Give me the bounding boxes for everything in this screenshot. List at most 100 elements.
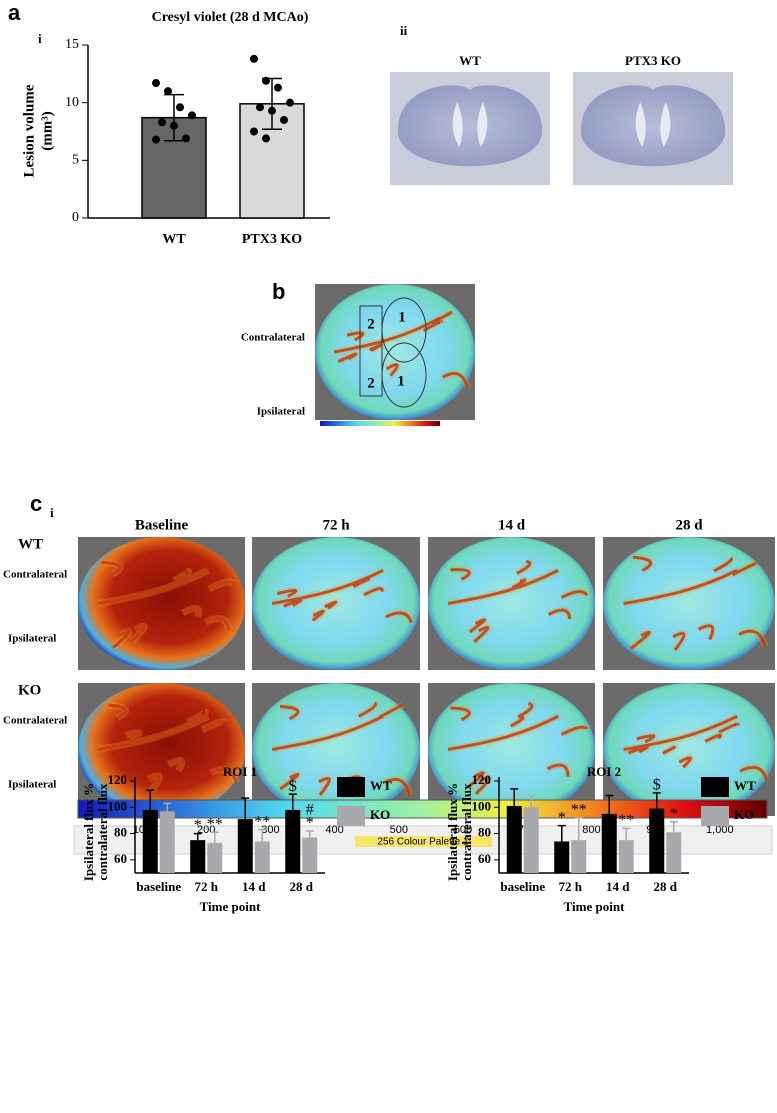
data-point	[152, 79, 160, 88]
side-label: Contralateral	[3, 569, 67, 581]
image-label: WT	[459, 53, 481, 68]
tissue-section	[580, 85, 726, 167]
bar	[285, 809, 301, 873]
bar	[506, 805, 522, 873]
vessel	[97, 703, 238, 792]
error-bar	[510, 788, 519, 806]
error-bar	[669, 820, 678, 833]
bar	[142, 809, 158, 873]
x-tick-label: WT	[162, 232, 186, 247]
panel-label: b	[272, 279, 285, 304]
vessel	[333, 310, 469, 388]
chart-title: ROI 2	[587, 764, 621, 779]
significance-mark: *	[306, 815, 314, 832]
legend-label: KO	[370, 807, 390, 822]
legend-swatch	[701, 777, 729, 797]
bar	[649, 808, 665, 873]
vessel	[97, 560, 235, 649]
vessel-halo	[97, 701, 240, 794]
image-label: PTX3 KO	[625, 53, 681, 68]
error-bar	[210, 831, 219, 843]
significance-mark: *	[558, 809, 566, 826]
y-tick-label: 100	[472, 798, 492, 813]
vessel-halo	[333, 308, 471, 389]
bar	[523, 807, 539, 873]
bar	[254, 841, 270, 873]
y-axis-label: Ipsilateral flux %	[445, 783, 460, 881]
vessel	[447, 559, 589, 644]
roi-box	[359, 305, 383, 397]
y-tick-label: 60	[114, 851, 127, 866]
roi-label: 1	[397, 373, 405, 389]
legend-label: WT	[370, 778, 392, 793]
colorbar-small	[320, 421, 440, 426]
legend-label: KO	[734, 807, 754, 822]
data-point	[280, 115, 288, 124]
x-axis-label: Time point	[200, 899, 261, 914]
colorbar-label: 600	[454, 824, 472, 836]
error-bar	[163, 802, 172, 812]
speckle-map	[603, 683, 775, 816]
colorbar-label: 400	[325, 824, 343, 836]
data-point	[274, 83, 282, 92]
bar	[618, 840, 634, 873]
vessel	[271, 568, 413, 624]
palette-label: 256 Colour Palette 1	[377, 837, 469, 848]
data-point	[262, 76, 270, 85]
significance-mark: **	[254, 813, 270, 830]
data-point	[182, 134, 190, 143]
x-tick-label: 14 d	[242, 879, 266, 894]
x-axis-label: Time point	[564, 899, 625, 914]
panel-sublabel: i	[50, 505, 54, 520]
column-header: 72 h	[322, 517, 350, 533]
error-bar	[622, 827, 631, 841]
y-axis-label: contralateral flux	[95, 783, 110, 881]
data-point	[188, 111, 196, 120]
data-point	[164, 87, 172, 96]
panel-sublabel: i	[38, 31, 42, 46]
column-header: 14 d	[498, 517, 526, 533]
data-point	[250, 54, 258, 63]
column-header: Baseline	[135, 517, 189, 533]
vessel-halo	[623, 713, 770, 781]
data-point	[250, 127, 258, 136]
y-axis-label: (mm³)	[39, 111, 55, 150]
significance-mark: **	[207, 816, 223, 833]
legend-swatch	[701, 806, 729, 826]
panel-label: a	[8, 0, 21, 25]
colorbar-label: 500	[390, 824, 408, 836]
y-tick-label: 0	[72, 210, 79, 225]
panel-label: c	[30, 491, 42, 516]
colorbar-label: 1,000	[706, 824, 734, 836]
y-tick-label: 10	[65, 95, 79, 110]
colorbar	[77, 799, 768, 819]
x-tick-label: 28 d	[290, 879, 314, 894]
data-point	[256, 103, 264, 112]
palette-box	[355, 836, 492, 847]
significance-mark: #	[306, 802, 314, 819]
bar	[237, 819, 253, 873]
vessel	[623, 555, 767, 651]
error-bar	[241, 797, 250, 820]
bar	[302, 837, 318, 873]
error-bar	[258, 828, 267, 842]
x-tick-label: baseline	[500, 879, 545, 894]
roi-ellipse	[381, 297, 427, 363]
bar	[601, 813, 617, 873]
data-point	[170, 121, 178, 130]
x-tick-label: 72 h	[195, 879, 219, 894]
legend-swatch	[337, 806, 365, 826]
significance-mark: *	[670, 805, 678, 822]
y-tick-label: 120	[472, 772, 492, 787]
legend-swatch	[337, 777, 365, 797]
roi-ellipse	[381, 342, 427, 408]
vessel-halo	[447, 557, 590, 645]
x-tick-label: baseline	[136, 879, 181, 894]
y-axis-label: Ipsilateral flux %	[81, 783, 96, 881]
side-label: Ipsilateral	[8, 779, 56, 791]
y-tick-label: 15	[65, 37, 79, 52]
data-point	[152, 135, 160, 144]
error-bar	[574, 817, 583, 841]
legend-label: WT	[734, 778, 756, 793]
x-tick-label: 72 h	[559, 879, 583, 894]
